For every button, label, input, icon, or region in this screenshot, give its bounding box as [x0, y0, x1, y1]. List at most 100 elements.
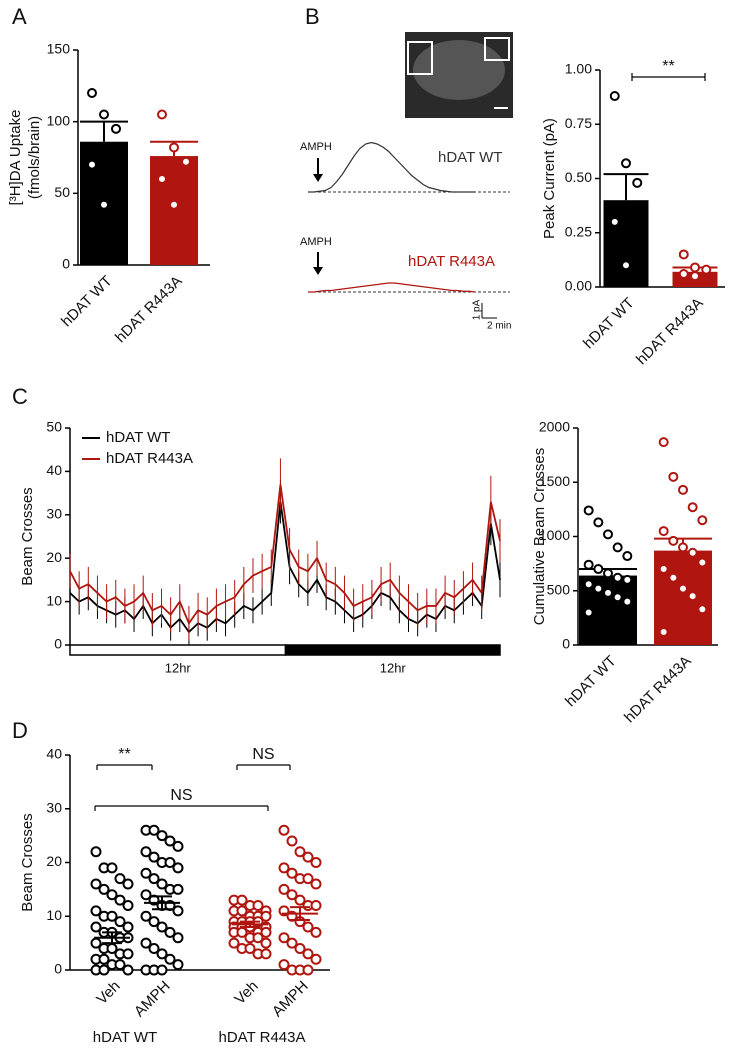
data-point: [172, 932, 184, 944]
y-tick-label: 1500: [539, 473, 570, 489]
data-point: [278, 883, 290, 895]
data-point: [98, 964, 110, 976]
data-point: [678, 542, 688, 553]
data-point: [603, 568, 613, 579]
data-point: [286, 889, 298, 901]
data-point: [156, 921, 168, 933]
data-point: [658, 437, 669, 448]
data-point: [678, 484, 688, 495]
x-tick-label: hDAT R443A: [621, 653, 695, 727]
trace-name: hDAT WT: [438, 149, 502, 166]
data-point: [622, 574, 633, 585]
data-point: [156, 948, 168, 960]
data-point: [236, 905, 248, 917]
data-point: [302, 964, 314, 976]
data-point: [172, 862, 184, 874]
y-tick-label: 0.00: [565, 278, 592, 294]
x-tick-label: hDAT WT: [58, 273, 116, 331]
data-point: [609, 91, 620, 102]
data-point: [148, 851, 160, 863]
data-point: [140, 889, 152, 901]
data-point: [701, 264, 712, 275]
y-tick-label: 30: [46, 799, 62, 815]
data-point: [593, 583, 604, 594]
data-point: [169, 142, 179, 153]
x-tick-label: AMPH: [131, 978, 174, 1021]
y-tick-label: 1000: [539, 527, 570, 543]
data-point: [583, 505, 594, 516]
data-point: [310, 900, 322, 911]
y-tick-label: 0: [62, 256, 70, 272]
data-point: [612, 592, 623, 603]
panel-letter: C: [12, 384, 28, 409]
data-point: [140, 937, 152, 949]
y-tick-label: 40: [46, 462, 62, 478]
data-point: [157, 174, 167, 184]
stimulus-label: AMPH: [300, 236, 332, 248]
bar: [150, 156, 198, 265]
x-tick-label: Veh: [93, 978, 123, 1008]
data-point: [252, 900, 264, 911]
data-point: [622, 551, 633, 562]
x-tick-label: hDAT R443A: [112, 273, 186, 347]
data-point: [172, 840, 184, 852]
x-tick-label: hDAT WT: [562, 653, 620, 711]
data-point: [98, 953, 110, 965]
y-axis-label: (fmols/brain): [26, 116, 43, 199]
data-point: [310, 878, 322, 890]
data-point: [114, 916, 126, 928]
data-point: [632, 177, 643, 188]
legend-label: hDAT R443A: [106, 450, 193, 467]
data-point: [148, 943, 160, 954]
panel-letter: B: [305, 4, 320, 29]
data-point: [286, 835, 298, 847]
data-point: [90, 921, 102, 933]
data-point: [122, 921, 134, 933]
data-point: [111, 123, 121, 134]
data-point: [310, 926, 322, 938]
data-point: [294, 943, 306, 954]
y-tick-label: 0: [54, 636, 62, 652]
data-point: [90, 905, 102, 917]
y-tick-label: 20: [46, 549, 62, 565]
image-roi: [407, 41, 433, 75]
image-roi: [484, 37, 510, 61]
data-point: [612, 542, 623, 553]
y-axis-label: Beam Crosses: [19, 487, 36, 585]
data-point: [294, 846, 306, 858]
y-tick-label: 50: [46, 419, 62, 435]
data-point: [260, 910, 272, 922]
trace-line: [308, 141, 475, 193]
panel-letter: D: [12, 718, 28, 743]
data-point: [122, 964, 134, 976]
annotation: NS: [170, 787, 192, 804]
y-tick-label: 1.00: [565, 61, 592, 77]
data-point: [156, 830, 168, 842]
data-point: [122, 948, 134, 960]
data-point: [278, 824, 290, 836]
data-point: [106, 910, 118, 922]
annotation: **: [662, 58, 674, 75]
annotation: **: [118, 746, 130, 763]
data-point: [593, 517, 604, 528]
group-label: hDAT WT: [93, 1029, 157, 1046]
data-point: [164, 953, 176, 965]
data-point: [114, 894, 126, 906]
data-point: [612, 572, 623, 583]
y-tick-label: 20: [46, 853, 62, 869]
x-tick-label: hDAT R443A: [633, 295, 707, 369]
data-point: [687, 502, 698, 513]
data-point: [140, 867, 152, 879]
data-point: [99, 109, 109, 120]
data-point: [164, 857, 176, 868]
x-tick-label: AMPH: [269, 978, 312, 1021]
data-point: [286, 867, 298, 879]
data-point: [156, 878, 168, 890]
x-tick-label: Veh: [231, 978, 261, 1008]
x-tick-label: hDAT WT: [580, 295, 638, 353]
data-point: [181, 156, 191, 167]
data-point: [302, 873, 314, 885]
data-point: [302, 921, 314, 933]
data-point: [583, 579, 594, 590]
